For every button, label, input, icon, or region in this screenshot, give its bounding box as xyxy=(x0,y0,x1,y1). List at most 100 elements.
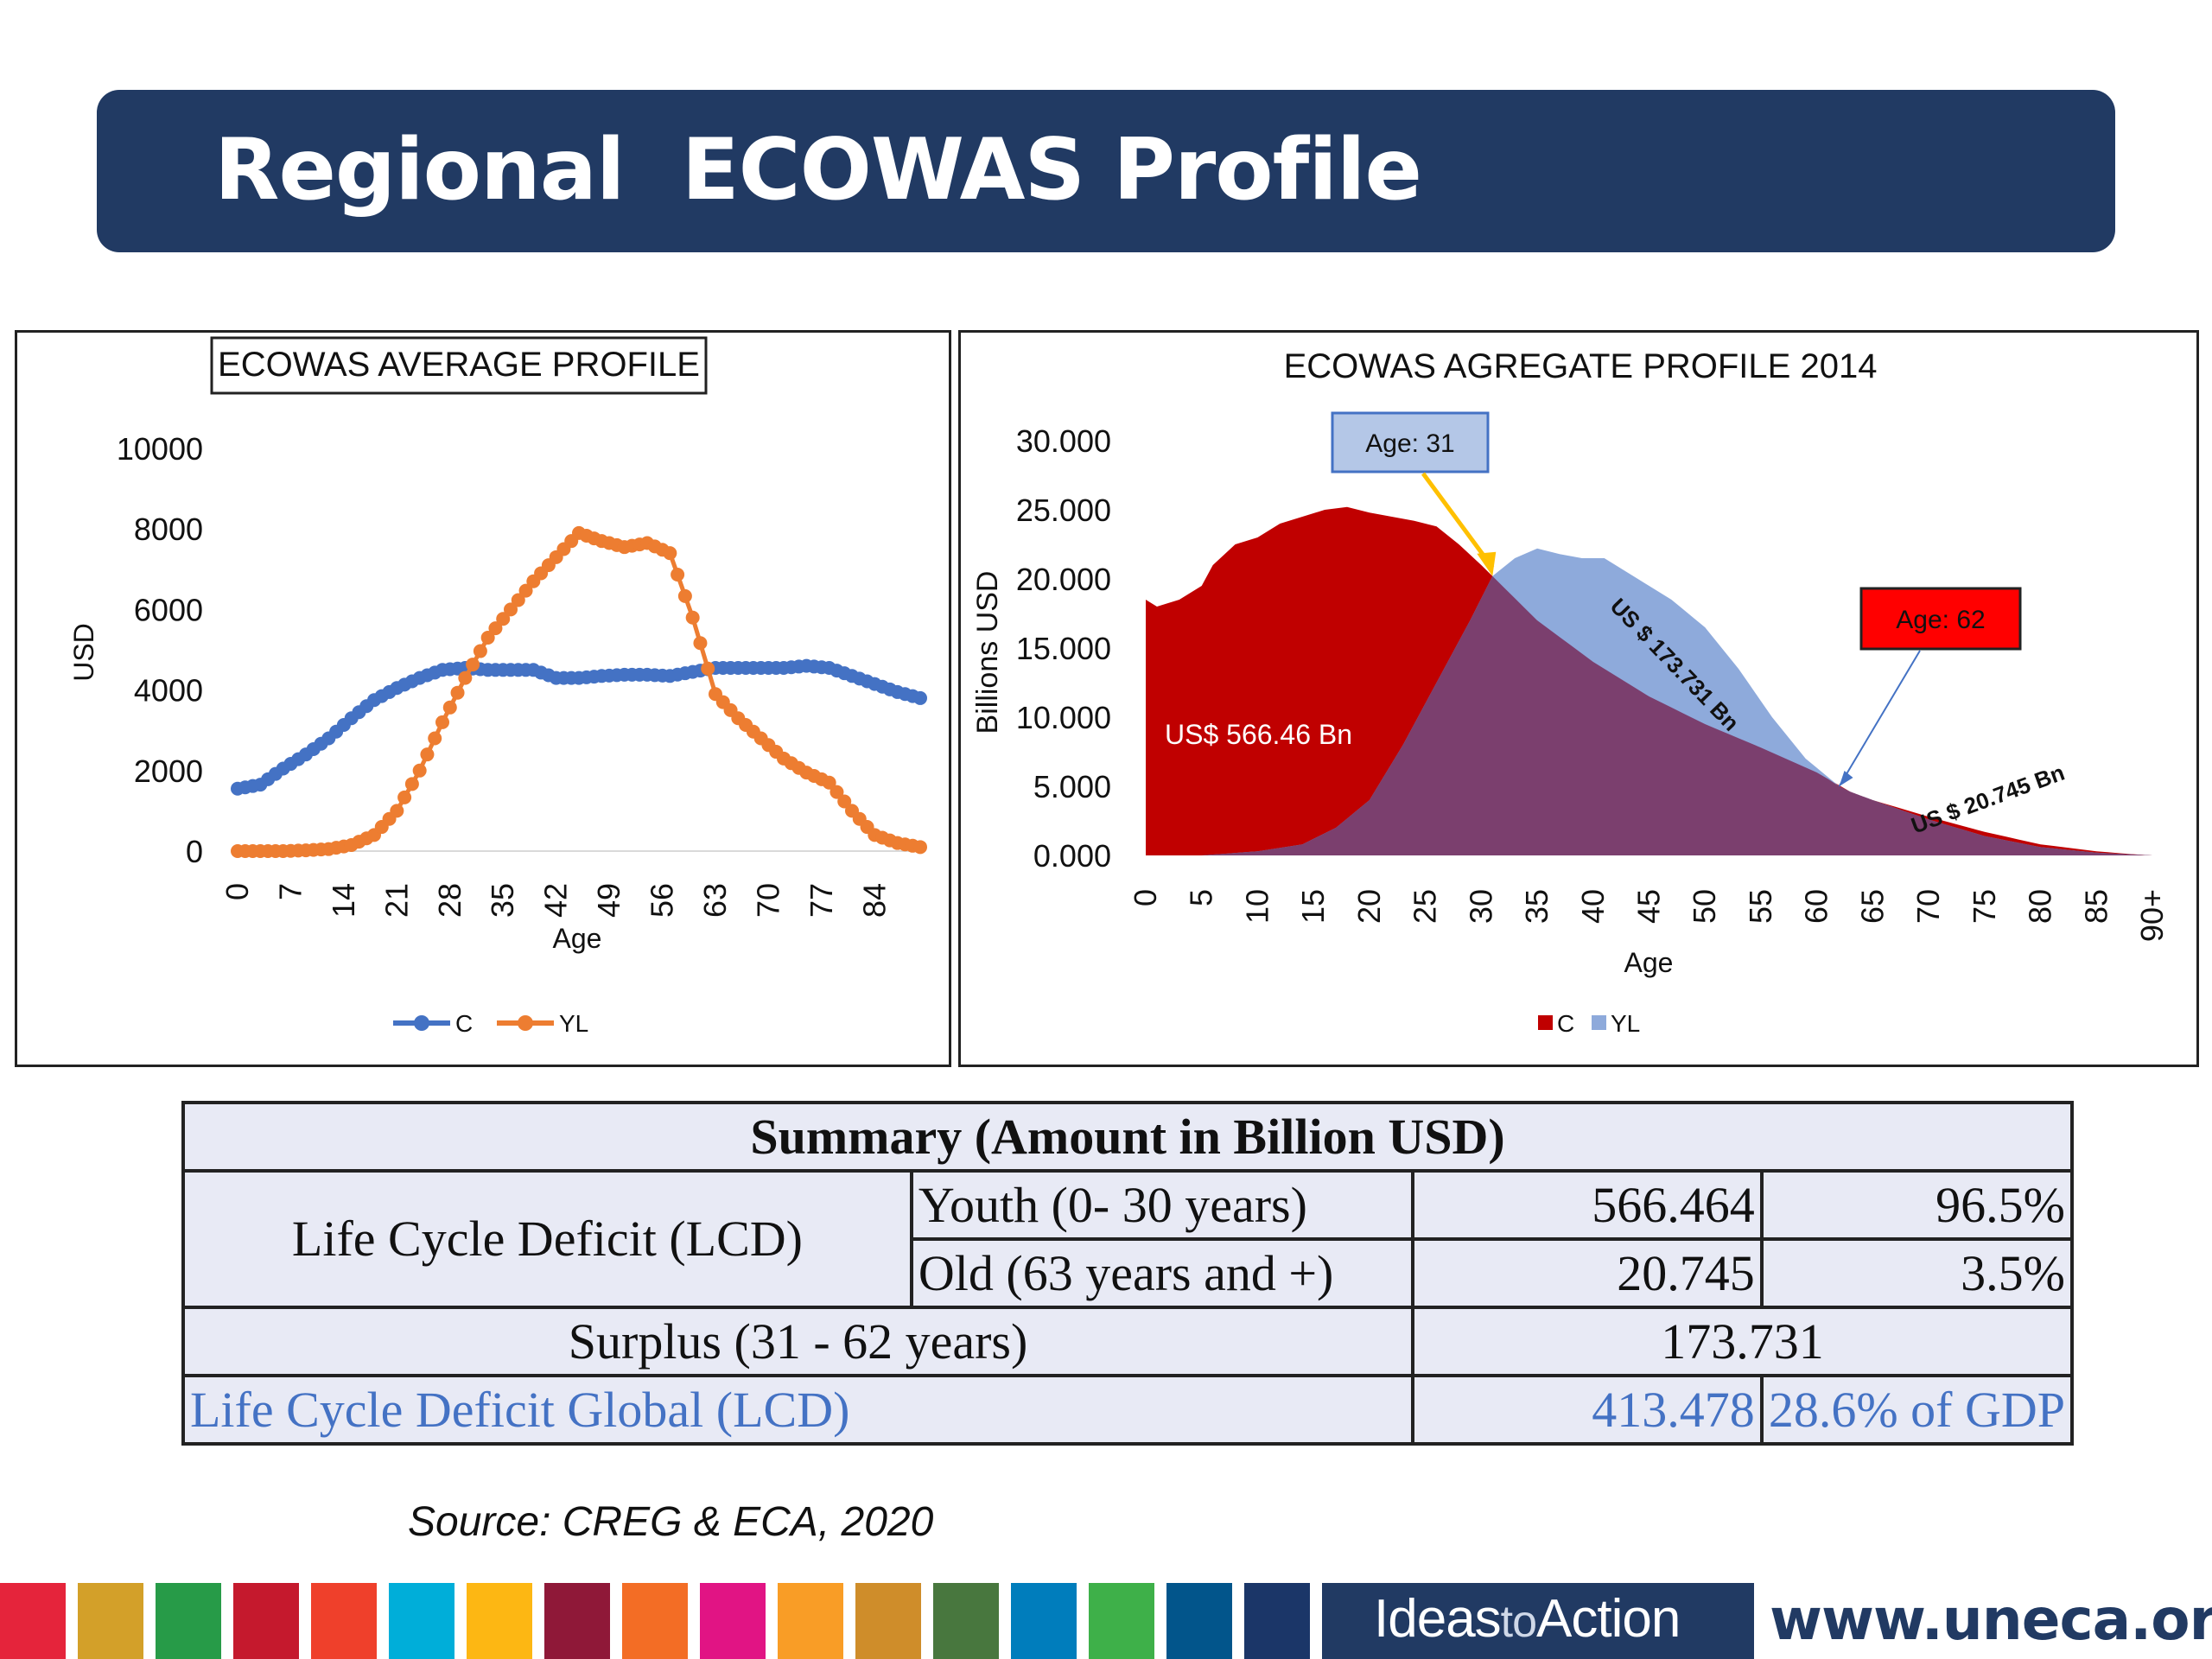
ideas-to-action-box xyxy=(1322,1583,1754,1659)
sdg-stripe xyxy=(389,1583,454,1659)
y-tick-label: 8000 xyxy=(134,512,203,547)
y-tick-label: 0.000 xyxy=(1033,838,1111,874)
chart-title: ECOWAS AVERAGE PROFILE xyxy=(218,346,700,384)
series-yl-point xyxy=(504,602,518,617)
summary-header-row: Summary (Amount in Billion USD) xyxy=(181,1101,2074,1173)
old-label: Old (63 years and +) xyxy=(909,1237,1415,1309)
x-tick-label: 14 xyxy=(326,883,361,918)
x-tick-label: 45 xyxy=(1631,889,1667,924)
series-yl-point xyxy=(685,610,700,625)
series-yl-point xyxy=(518,583,533,598)
youth-row: Life Cycle Deficit (LCD) Youth (0- 30 ye… xyxy=(181,1169,2075,1309)
y-tick-label: 15.000 xyxy=(1016,631,1111,666)
legend-yl: YL xyxy=(497,1010,588,1037)
x-tick-label: 84 xyxy=(856,883,892,918)
x-tick-label: 30 xyxy=(1463,889,1498,924)
series-yl-point xyxy=(404,777,419,791)
average-profile-chart: ECOWAS AVERAGE PROFILE 0 2000 4000 6000 8000 1… xyxy=(68,336,927,1037)
surplus-value: 173.731 xyxy=(1411,1306,2074,1377)
series-yl-point xyxy=(390,804,404,818)
annotation-old-total: US $ 20.745 Bn xyxy=(1908,760,2068,839)
series-yl-point xyxy=(837,794,852,809)
surplus-label: Surplus (31 - 62 years) xyxy=(181,1306,1415,1377)
annotation-age-62-arrow xyxy=(1838,650,1921,787)
x-tick-label: 65 xyxy=(1854,889,1890,924)
sdg-stripe xyxy=(156,1583,221,1659)
surplus-row: Surplus (31 - 62 years) 173.731 xyxy=(181,1306,2074,1377)
annotation-age-31-arrow xyxy=(1421,472,1495,569)
series-yl-point xyxy=(473,644,487,658)
sdg-stripe xyxy=(855,1583,921,1659)
website-link[interactable]: www.uneca.org xyxy=(1770,1586,2212,1653)
sdg-stripe xyxy=(622,1583,688,1659)
title-banner: Regional ECOWAS Profile xyxy=(97,90,2115,252)
annotation-age-31-box xyxy=(1331,411,1490,474)
y-axis-label: USD xyxy=(68,623,99,682)
series-yl-line xyxy=(238,530,921,854)
sdg-stripe xyxy=(467,1583,532,1659)
x-tick-label: 5 xyxy=(1184,889,1219,906)
y-tick-label: 25.000 xyxy=(1016,493,1111,528)
x-tick-label: 75 xyxy=(1967,889,2002,924)
x-tick-label: 7 xyxy=(272,883,308,900)
x-tick-label: 25 xyxy=(1408,889,1443,924)
y-tick-label: 5.000 xyxy=(1033,769,1111,804)
y-tick-label: 10000 xyxy=(117,431,203,467)
legend-c: C xyxy=(393,1010,473,1037)
sdg-stripe xyxy=(1166,1583,1232,1659)
sdg-stripe xyxy=(78,1583,143,1659)
y-tick-label: 10.000 xyxy=(1016,700,1111,735)
legend-c-label: C xyxy=(1557,1010,1574,1037)
global-value: 413.478 xyxy=(1411,1374,1764,1446)
legend-yl-marker xyxy=(518,1015,533,1031)
annotation-age-62-box xyxy=(1859,587,2022,651)
series-yl xyxy=(231,525,927,858)
legend-yl-swatch xyxy=(1592,1015,1606,1030)
chart-title-box xyxy=(210,336,708,395)
x-axis-label: Age xyxy=(1624,947,1674,978)
x-tick-label: 50 xyxy=(1687,889,1722,924)
x-tick-label: 21 xyxy=(378,883,414,918)
global-row: Life Cycle Deficit Global (LCD) 413.478 … xyxy=(181,1374,2075,1446)
area-overlap xyxy=(1146,575,2152,855)
annotation-age-31-arrowhead xyxy=(1477,551,1497,576)
legend-yl: YL xyxy=(1592,1010,1640,1037)
annotation-c-total: US$ 566.46 Bn xyxy=(1165,719,1352,750)
legend-c-marker xyxy=(414,1015,429,1031)
x-tick-label: 40 xyxy=(1575,889,1611,924)
x-tick-label: 35 xyxy=(1519,889,1554,924)
series-yl-point xyxy=(693,636,708,651)
sdg-stripe xyxy=(1089,1583,1154,1659)
series-yl-point xyxy=(701,661,715,676)
x-tick-label: 70 xyxy=(1910,889,1946,924)
sdg-color-strip xyxy=(0,1583,1322,1659)
x-tick-label: 60 xyxy=(1799,889,1834,924)
series-yl-point xyxy=(511,593,525,607)
series-yl-point xyxy=(496,612,511,626)
series-yl-point xyxy=(397,790,412,804)
series-yl-point xyxy=(420,747,435,762)
x-tick-label: 77 xyxy=(804,883,839,918)
annotation-age-62-arrowhead xyxy=(1839,771,1853,786)
series-yl-point xyxy=(480,631,495,645)
sdg-stripe xyxy=(544,1583,610,1659)
y-tick-label: 2000 xyxy=(134,753,203,789)
summary-table: Summary (Amount in Billion USD) Life Cyc… xyxy=(181,1101,2075,1446)
y-axis-label: Billions USD xyxy=(971,571,1004,734)
global-pct: 28.6% of GDP xyxy=(1759,1374,2075,1446)
x-tick-label: 0 xyxy=(1128,889,1163,906)
old-row: Old (63 years and +) 20.745 3.5% xyxy=(183,1237,2075,1309)
ideas-to-action-logo: IdeastoAction xyxy=(1374,1588,1681,1649)
sdg-stripe xyxy=(1244,1583,1310,1659)
sdg-stripe xyxy=(778,1583,843,1659)
old-pct: 3.5% xyxy=(1759,1237,2075,1309)
series-yl-point xyxy=(412,763,427,778)
sdg-stripe xyxy=(1011,1583,1077,1659)
average-profile-panel: ECOWAS AVERAGE PROFILE 0 2000 4000 6000 8000 1… xyxy=(15,330,951,1067)
y-tick-label: 20.000 xyxy=(1016,562,1111,597)
x-tick-label: 80 xyxy=(2023,889,2058,924)
aggregate-profile-panel: ECOWAS AGREGATE PROFILE 2014 0.000 5.000 10… xyxy=(958,330,2199,1067)
aggregate-profile-chart: ECOWAS AGREGATE PROFILE 2014 0.000 5.000 10… xyxy=(971,347,2170,1037)
x-tick-label: 56 xyxy=(645,883,680,918)
series-yl-point xyxy=(466,658,480,672)
